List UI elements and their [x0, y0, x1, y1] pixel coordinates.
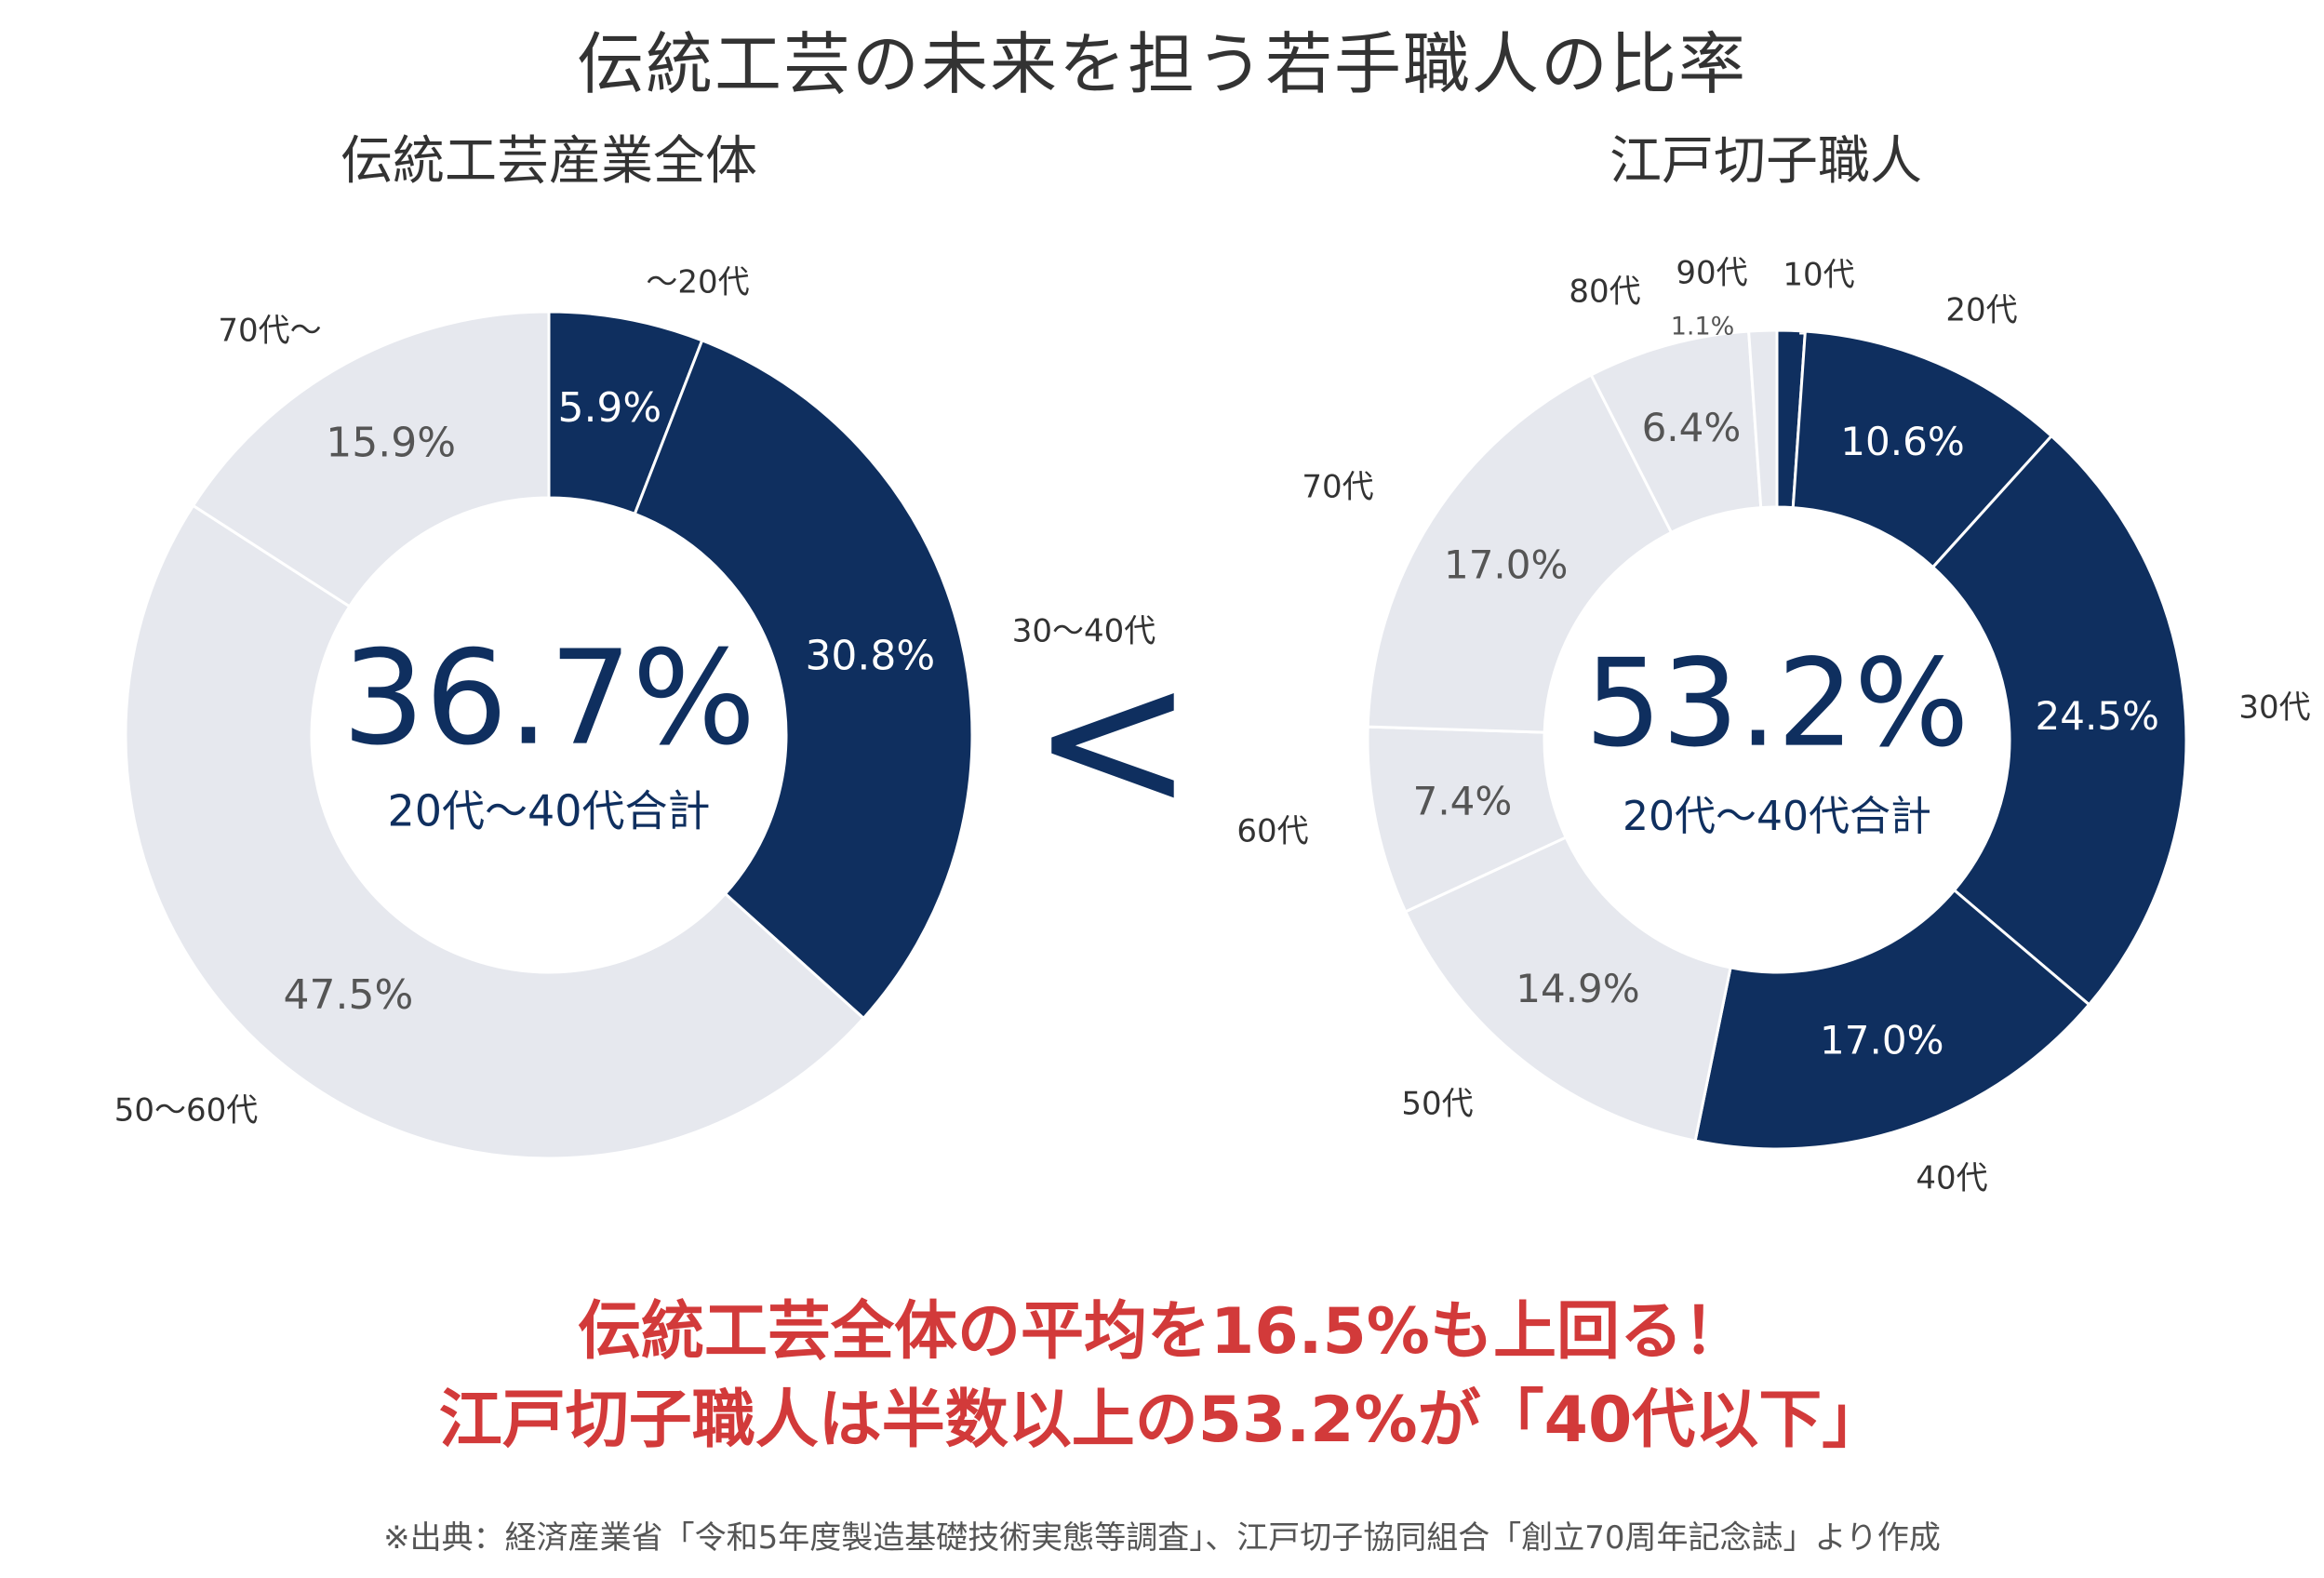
slice-category-label: 50代 [1401, 1086, 1473, 1123]
center-total-label: 20代〜40代合計 [387, 786, 710, 836]
slice-category-label: 50〜60代 [114, 1092, 259, 1130]
donut-slice [1747, 328, 1779, 510]
chart-title-edokiriko: 江戸切子職人 [1609, 131, 1922, 192]
slice-value-label: 5.9% [557, 384, 661, 432]
slice-category-label: 90代 [1676, 255, 1747, 292]
donut-slice [1366, 372, 1674, 734]
donut-chart-edokiriko: 1.1% 10代 10.6% 20代 24.5% 30代 17.0% 40代 14.9% 50代 7… [1236, 255, 2310, 1197]
donut-slice [1930, 434, 2188, 1007]
donut-slice [124, 503, 866, 1160]
donut-chart-overall: 5.9% 〜20代 30.8% 30〜40代 47.5% 50〜60代 15.9% 70代〜 3… [114, 264, 1156, 1160]
slice-category-label: 70代 [1302, 469, 1373, 506]
slice-category-label: 80代 [1569, 274, 1640, 311]
slice-value-label: 6.4% [1642, 405, 1742, 450]
slice-category-label: 70代〜 [218, 313, 321, 350]
slice-value-label: 7.4% [1413, 778, 1513, 823]
chart-title-overall: 伝統工芸産業全体 [341, 131, 757, 192]
slice-value-label: 47.5% [283, 971, 413, 1019]
center-total-label: 20代〜40代合計 [1623, 793, 1931, 840]
conclusion-line-1: 伝統工芸全体の平均を16.5%も上回る！ [578, 1295, 1746, 1369]
comparison-symbol: < [1031, 625, 1195, 853]
slice-value-label: 17.0% [1820, 1018, 1943, 1063]
center-total-value: 53.2% [1585, 633, 1970, 774]
slice-value-label: 24.5% [2036, 693, 2159, 739]
slice-category-label: 20代 [1945, 292, 2017, 329]
slice-value-label: 10.6% [1840, 419, 1964, 464]
slice-category-label: 〜20代 [646, 264, 749, 301]
slice-value-label: 15.9% [326, 419, 456, 466]
slice-value-label: 1.1% [1671, 313, 1735, 341]
donut-slice [1403, 836, 1732, 1143]
slice-category-label: 40代 [1916, 1160, 1987, 1197]
slice-value-label: 30.8% [805, 633, 935, 680]
slice-value-label: 17.0% [1444, 542, 1568, 588]
slice-category-label: 10代 [1783, 257, 1854, 294]
center-total-value: 36.7% [342, 623, 756, 775]
slice-category-label: 30〜40代 [1012, 613, 1156, 650]
footnote-source: ※出典：経済産業省「令和5年度製造基礎技術実態等調査」、江戸切子協同組合「創立7… [383, 1519, 1941, 1557]
donut-slice [1693, 888, 2091, 1151]
conclusion-line-2: 江戸切子職人は半数以上の53.2%が「40代以下」 [438, 1384, 1886, 1457]
slice-category-label: 60代 [1236, 813, 1308, 850]
slice-category-label: 30代 [2238, 689, 2310, 727]
donut-slice [633, 338, 974, 1021]
donut-slice [191, 310, 551, 608]
slice-value-label: 14.9% [1516, 966, 1639, 1011]
main-title: 伝統工芸の未来を担う若手職人の比率 [576, 25, 1747, 103]
